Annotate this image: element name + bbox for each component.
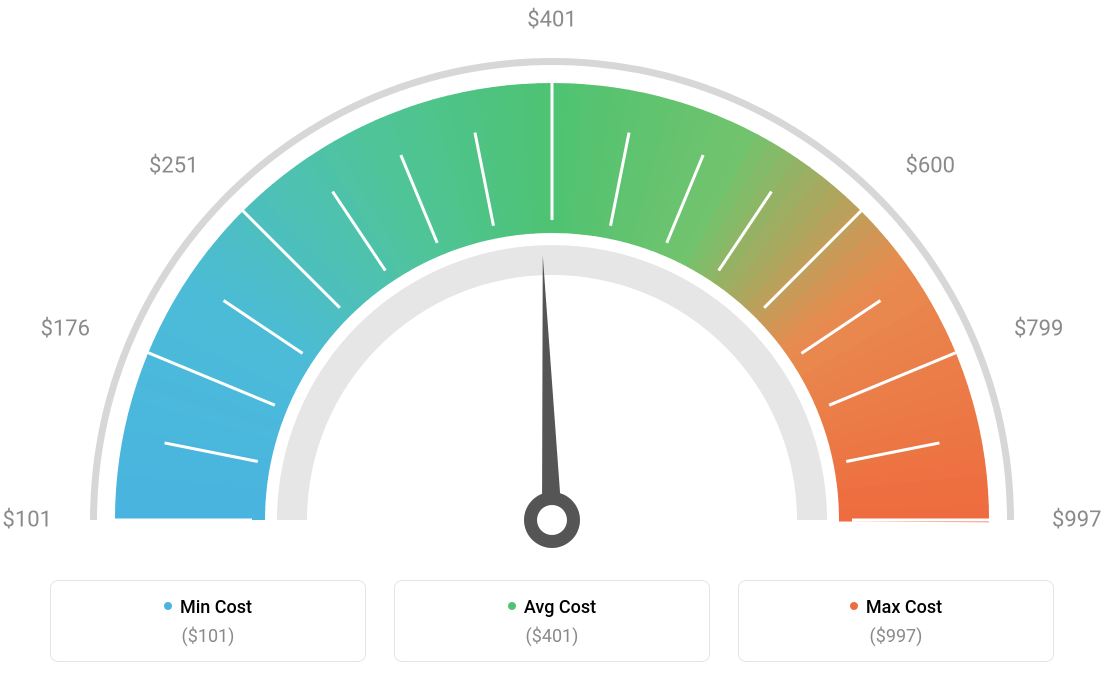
legend-title-text: Min Cost <box>180 597 252 618</box>
legend-avg-cost: Avg Cost ($401) <box>394 580 710 662</box>
legend-title-text: Max Cost <box>866 597 942 618</box>
gauge-tick-label: $600 <box>906 154 955 179</box>
legend-value: ($101) <box>51 626 365 647</box>
legend-title: Min Cost <box>51 597 365 618</box>
legend-max-cost: Max Cost ($997) <box>738 580 1054 662</box>
gauge-svg <box>52 20 1052 560</box>
dot-icon <box>164 602 172 610</box>
gauge-tick-label: $176 <box>41 316 90 341</box>
gauge-tick-label: $401 <box>527 8 576 33</box>
legend-value: ($997) <box>739 626 1053 647</box>
dot-icon <box>508 602 516 610</box>
legend-title: Avg Cost <box>395 597 709 618</box>
gauge-tick-label: $251 <box>149 154 198 179</box>
dot-icon <box>850 602 858 610</box>
gauge-tick-label: $101 <box>3 508 52 533</box>
legend-title: Max Cost <box>739 597 1053 618</box>
legend-min-cost: Min Cost ($101) <box>50 580 366 662</box>
legend-title-text: Avg Cost <box>524 597 596 618</box>
legend-value: ($401) <box>395 626 709 647</box>
gauge-tick-label: $997 <box>1052 508 1101 533</box>
gauge-tick-label: $799 <box>1014 316 1063 341</box>
gauge-chart: $101 $176 $251 $401 $600 $799 $997 <box>0 0 1104 560</box>
legend-row: Min Cost ($101) Avg Cost ($401) Max Cost… <box>50 580 1054 662</box>
